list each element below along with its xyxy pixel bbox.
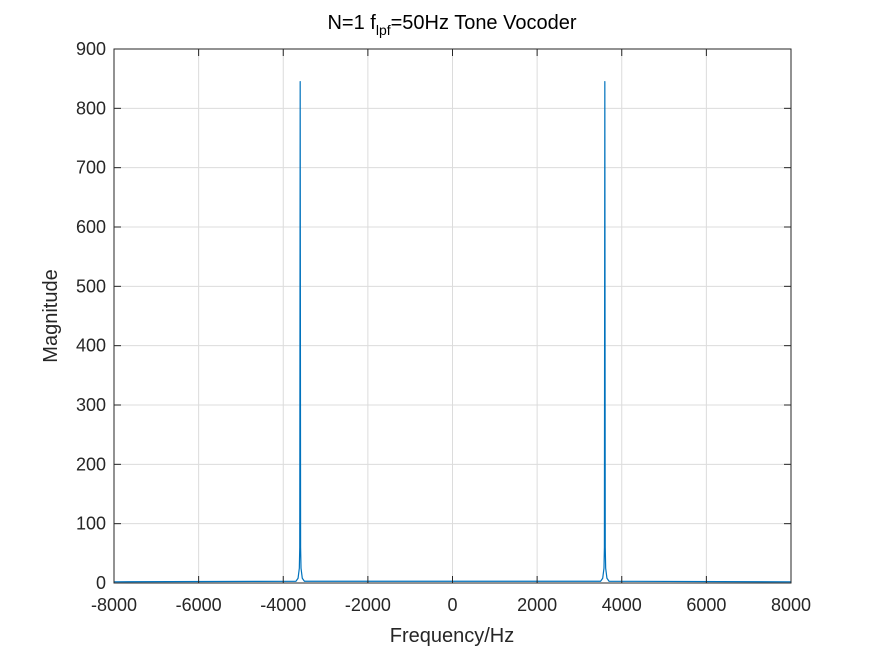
y-tick-label: 800	[76, 98, 106, 118]
x-tick-label: 8000	[771, 595, 811, 615]
x-tick-label: 4000	[602, 595, 642, 615]
x-tick-label: -2000	[345, 595, 391, 615]
chart-title: N=1 flpf=50Hz Tone Vocoder	[327, 12, 576, 38]
ticks	[113, 48, 792, 584]
y-tick-label: 300	[76, 395, 106, 415]
y-tick-label: 0	[96, 573, 106, 593]
y-tick-label: 600	[76, 217, 106, 237]
x-tick-label: 2000	[517, 595, 557, 615]
x-tick-label: 6000	[686, 595, 726, 615]
x-axis-label: Frequency/Hz	[390, 625, 515, 647]
y-tick-label: 700	[76, 158, 106, 178]
chart-title-suffix: =50Hz Tone Vocoder	[391, 12, 577, 34]
x-tick-label: -4000	[260, 595, 306, 615]
y-tick-label: 100	[76, 514, 106, 534]
y-tick-label: 900	[76, 39, 106, 59]
chart-title-subscript: lpf	[376, 22, 391, 38]
y-tick-label: 400	[76, 336, 106, 356]
y-tick-label: 200	[76, 454, 106, 474]
y-axis-label: Magnitude	[40, 269, 62, 362]
x-tick-label: 0	[447, 595, 457, 615]
y-tick-label: 500	[76, 276, 106, 296]
chart-title-prefix: N=1 f	[327, 12, 376, 34]
x-tick-label: -6000	[176, 595, 222, 615]
x-tick-label: -8000	[91, 595, 137, 615]
tick-labels: -8000 -6000 -4000 -2000 0 2000 4000 6000 8000 0 10…	[76, 39, 811, 615]
